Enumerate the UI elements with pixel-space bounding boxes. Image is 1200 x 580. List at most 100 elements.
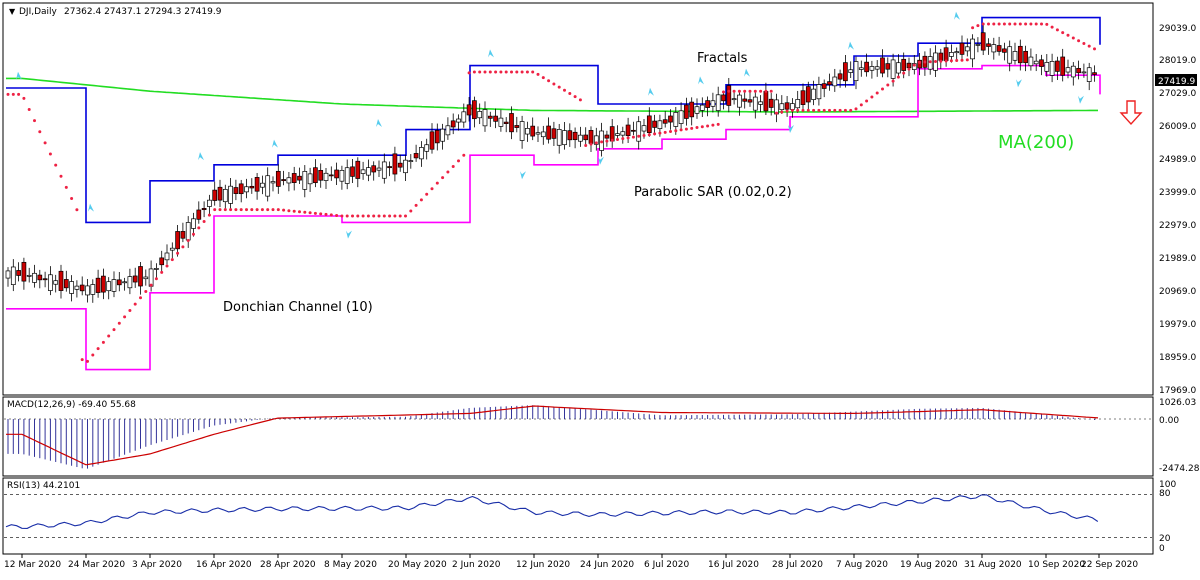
sar-dot [117, 321, 121, 325]
sar-dot [128, 309, 132, 313]
sar-dot [584, 143, 588, 147]
sar-dot [483, 70, 487, 74]
bear-candle [843, 62, 848, 82]
menu-triangle-icon[interactable]: ▼ [9, 7, 16, 16]
sar-dot [1087, 44, 1091, 48]
bull-candle [26, 274, 32, 277]
sar-dot [207, 213, 211, 217]
bear-candle [350, 166, 355, 177]
x-tick-label: 28 Jul 2020 [772, 560, 823, 570]
bull-candle [424, 144, 430, 152]
bull-candle [456, 118, 461, 123]
bull-candle [403, 159, 408, 174]
ohlc-readout: 27362.4 27437.1 27294.3 27419.9 [64, 7, 222, 17]
sar-dot [843, 108, 847, 112]
sar-dot [202, 219, 206, 223]
sar-dot [674, 129, 678, 133]
sar-dot [743, 89, 747, 93]
sar-dot [123, 315, 127, 319]
rsi-line [5, 494, 1099, 529]
sar-dot [409, 209, 413, 213]
sar-dot [303, 210, 307, 214]
bull-candle [620, 131, 626, 136]
bull-candle [593, 135, 599, 145]
sar-dot [170, 258, 174, 262]
bear-candle [254, 177, 260, 192]
bear-candle [662, 119, 668, 124]
bull-candle [376, 167, 382, 171]
bear-candle [334, 169, 339, 179]
sar-dot [1066, 33, 1070, 37]
sar-dot [260, 208, 264, 212]
sar-dot [366, 214, 370, 218]
sar-dot [764, 89, 768, 93]
bear-candle [281, 179, 286, 182]
bull-candle [556, 129, 562, 146]
x-tick-label: 3 Apr 2020 [132, 560, 182, 570]
bull-candle [381, 161, 387, 179]
sar-dot [769, 89, 773, 93]
sar-dot [165, 264, 169, 268]
x-tick-label: 24 Mar 2020 [68, 560, 125, 570]
bear-candle [684, 104, 689, 119]
sar-dot [340, 214, 344, 218]
sar-dot [441, 176, 445, 180]
price-tick: 18959.0 [1159, 353, 1196, 363]
sar-dot [822, 108, 826, 112]
x-tick-label: 10 Sep 2020 [1028, 560, 1085, 570]
bull-candle [32, 272, 37, 283]
bear-candle [16, 270, 21, 276]
bull-candle [874, 66, 880, 70]
bear-candle [450, 120, 456, 128]
price-tick: 19979.0 [1159, 320, 1196, 330]
rsi-label: RSI(13) 44.2101 [7, 481, 80, 491]
bear-candle [572, 131, 578, 141]
sar-dot [149, 283, 153, 287]
sar-dot [955, 58, 959, 62]
bull-candle [710, 100, 716, 107]
sar-dot [578, 98, 582, 102]
bull-candle [498, 117, 504, 127]
sar-dot [351, 214, 354, 218]
bear-candle [249, 185, 255, 189]
bear-candle [101, 275, 106, 293]
macd-signal-line [6, 405, 1099, 466]
sar-dot [557, 85, 561, 89]
bear-candle [138, 266, 143, 287]
sar-dot [382, 214, 386, 218]
sar-dot [223, 208, 227, 212]
price-tick: 26009.0 [1159, 122, 1196, 132]
bear-candle [487, 115, 493, 119]
price-tick: 24989.0 [1159, 155, 1196, 165]
x-tick-label: 2 Jun 2020 [452, 560, 501, 570]
fractal-marker [744, 68, 750, 77]
bear-candle [880, 57, 885, 74]
bull-candle [991, 44, 997, 53]
price-tick: 28019.0 [1159, 56, 1196, 66]
bear-candle [943, 47, 949, 61]
macd-tick: 1026.03 [1159, 398, 1196, 408]
rsi-tick: 80 [1159, 489, 1171, 499]
sar-dot [541, 76, 545, 80]
bull-candle [1081, 71, 1087, 74]
sar-dot [192, 232, 195, 236]
x-tick-label: 22 Sep 2020 [1081, 560, 1138, 570]
rsi-tick: 20 [1159, 534, 1171, 544]
sar-dot [753, 89, 757, 93]
price-layer [5, 11, 1101, 371]
bull-candle [790, 103, 795, 110]
macd-label: MACD(12,26,9) -69.40 55.68 [7, 400, 136, 410]
sar-dot [865, 99, 869, 103]
bull-candle [678, 110, 684, 124]
bull-candle [715, 94, 721, 111]
bear-candle [800, 90, 806, 105]
fractal-marker [488, 49, 494, 58]
bear-candle [238, 183, 244, 195]
rsi-tick: 0 [1159, 544, 1165, 554]
sar-dot [494, 70, 498, 74]
ma200-annotation: MA(200) [998, 132, 1074, 153]
sar-dot [43, 141, 47, 145]
bear-candle [95, 277, 101, 293]
bull-candle [562, 130, 567, 146]
